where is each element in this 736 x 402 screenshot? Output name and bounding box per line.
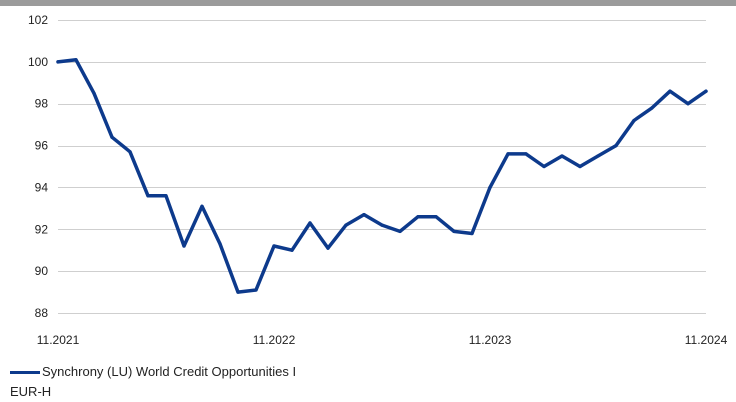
data-point	[308, 221, 312, 225]
data-point	[668, 89, 672, 93]
data-point	[650, 106, 654, 110]
data-point	[110, 135, 114, 139]
data-point	[218, 242, 222, 246]
legend: Synchrony (LU) World Credit Opportunitie…	[10, 362, 370, 402]
legend-label-line2: EUR-H	[10, 384, 52, 399]
x-tick-label: 11.2021	[37, 333, 80, 347]
y-tick-label: 102	[28, 13, 48, 27]
data-point	[452, 229, 456, 233]
x-tick-label: 11.2024	[685, 333, 728, 347]
data-point	[164, 194, 168, 198]
legend-swatch	[10, 370, 40, 374]
x-axis-tick-labels: 11.2021 11.2022 11.2023 11.2024	[37, 333, 728, 347]
data-point	[524, 152, 528, 156]
data-point	[488, 185, 492, 189]
data-point	[92, 91, 96, 95]
data-point	[56, 60, 60, 64]
y-tick-label: 100	[28, 55, 48, 69]
data-point	[146, 194, 150, 198]
y-tick-label: 94	[35, 180, 49, 194]
data-point	[128, 150, 132, 154]
legend-item: Synchrony (LU) World Credit Opportunitie…	[10, 362, 370, 382]
data-point	[344, 223, 348, 227]
x-tick-label: 11.2022	[253, 333, 296, 347]
y-axis-tick-labels: 88 90 92 94 96 98 100 102	[28, 13, 48, 320]
series-line	[56, 58, 708, 294]
y-tick-label: 92	[35, 222, 49, 236]
legend-label-line1: Synchrony (LU) World Credit Opportunitie…	[42, 364, 297, 379]
data-point	[704, 89, 708, 93]
y-tick-label: 90	[35, 264, 49, 278]
data-point	[434, 215, 438, 219]
top-bar	[0, 0, 736, 6]
y-tick-label: 96	[35, 139, 49, 153]
data-point	[272, 244, 276, 248]
data-point	[614, 144, 618, 148]
data-point	[560, 154, 564, 158]
data-point	[236, 290, 240, 294]
data-point	[686, 102, 690, 106]
series-lines	[56, 58, 708, 294]
data-point	[506, 152, 510, 156]
y-tick-label: 88	[35, 306, 49, 320]
data-point	[578, 164, 582, 169]
data-point	[362, 213, 366, 217]
data-point	[380, 223, 384, 227]
data-point	[254, 288, 258, 292]
data-point	[542, 164, 546, 169]
x-tick-label: 11.2023	[469, 333, 512, 347]
data-point	[398, 229, 402, 233]
data-point	[290, 248, 294, 252]
data-point	[470, 231, 474, 236]
data-point	[74, 58, 78, 62]
data-point	[182, 244, 186, 248]
data-point	[632, 118, 636, 123]
data-point	[416, 215, 420, 219]
y-tick-label: 98	[35, 97, 49, 111]
data-point	[200, 204, 204, 208]
data-point	[596, 154, 600, 158]
grid-lines	[58, 20, 706, 314]
data-point	[326, 246, 330, 250]
